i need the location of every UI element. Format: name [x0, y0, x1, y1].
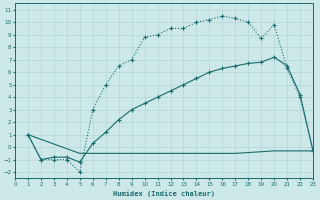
X-axis label: Humidex (Indice chaleur): Humidex (Indice chaleur) — [113, 190, 215, 197]
